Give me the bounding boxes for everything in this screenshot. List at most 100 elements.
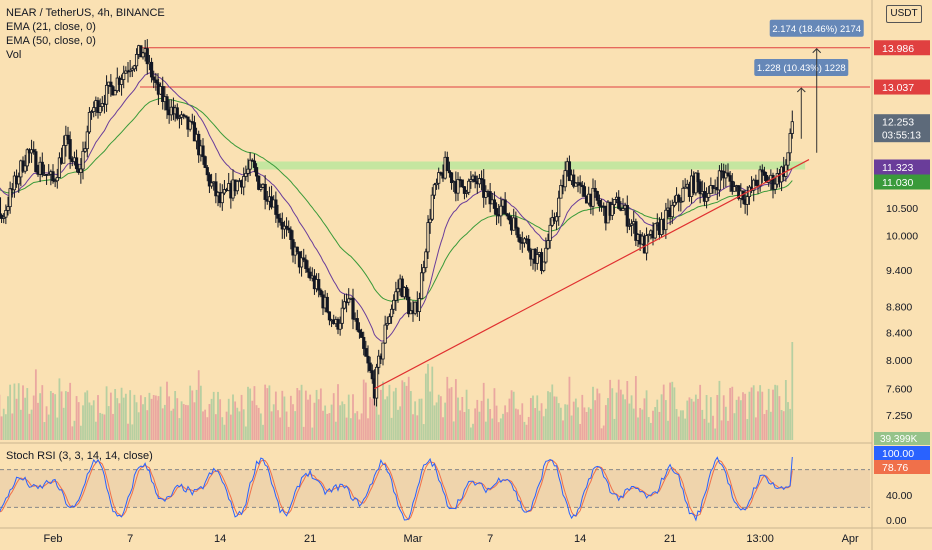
price-tick-label: 8.000 <box>886 355 912 367</box>
candle <box>644 227 649 261</box>
volume-bar <box>358 419 361 440</box>
volume-bar <box>562 420 564 440</box>
candle-body <box>392 299 396 310</box>
volume-bar <box>124 393 127 440</box>
volume-bar <box>300 384 303 440</box>
volume-bar <box>296 388 299 440</box>
candle <box>207 172 212 194</box>
volume-bar <box>454 379 457 440</box>
ema50-legend[interactable]: EMA (50, close, 0) <box>6 35 96 47</box>
candle-body <box>488 191 492 205</box>
currency-button[interactable]: USDT <box>886 5 922 23</box>
candle-body <box>469 179 473 182</box>
stoch-rsi-legend[interactable]: Stoch RSI (3, 3, 14, 14, close) <box>6 450 153 462</box>
candle-body <box>338 322 342 330</box>
volume-bar <box>105 386 108 440</box>
volume-bar <box>356 411 359 440</box>
candle <box>377 349 381 375</box>
volume-bar <box>446 376 449 440</box>
volume-bar <box>9 384 12 440</box>
candle <box>760 164 764 183</box>
ema21-legend[interactable]: EMA (21, close, 0) <box>6 21 96 33</box>
candle-body <box>207 174 212 187</box>
candle-body <box>773 183 777 190</box>
volume-bar <box>604 405 607 440</box>
candle <box>263 175 267 210</box>
candle-body <box>745 196 749 205</box>
candle-body <box>696 172 700 183</box>
volume-bar <box>731 386 734 440</box>
candle <box>17 172 21 193</box>
volume-bar <box>669 382 672 440</box>
volume-bar <box>212 391 215 440</box>
target-arrowhead-1 <box>812 48 822 54</box>
volume-bar <box>176 398 179 440</box>
volume-bar <box>504 405 507 440</box>
volume-bar <box>457 397 459 440</box>
volume-bar <box>392 391 395 440</box>
volume-bar <box>170 410 173 440</box>
volume-bar <box>354 413 357 440</box>
candle <box>344 293 349 313</box>
candle-body <box>34 151 38 173</box>
volume-bar <box>684 418 687 440</box>
candle-body <box>289 229 293 240</box>
candle <box>124 66 128 74</box>
volume-bar <box>28 413 31 440</box>
candle-body <box>161 86 165 103</box>
candle-body <box>104 84 109 105</box>
candle-body <box>464 191 469 194</box>
volume-bar <box>47 414 50 440</box>
volume-bar <box>598 393 601 440</box>
candle-body <box>385 322 389 326</box>
candle-body <box>518 236 522 243</box>
volume-bar <box>791 342 794 440</box>
candle-body <box>235 181 239 192</box>
candle <box>0 197 2 216</box>
candle <box>89 109 94 120</box>
candle-body <box>152 76 156 81</box>
candle <box>539 248 544 275</box>
candle-body <box>188 121 192 130</box>
volume-bar <box>289 395 292 440</box>
candle-body <box>387 316 392 324</box>
volume-bar <box>602 425 605 440</box>
volume-bar <box>626 381 629 440</box>
volume-bar <box>347 394 350 440</box>
volume-bar <box>225 411 228 440</box>
candle <box>342 294 347 310</box>
volume-bar <box>399 406 402 440</box>
candle <box>591 178 595 216</box>
volume-bar <box>727 420 729 440</box>
volume-bar <box>67 391 69 440</box>
volume-bar <box>782 411 785 440</box>
volume-bar <box>497 422 500 440</box>
volume-bar <box>754 417 757 440</box>
candle <box>771 172 775 199</box>
symbol-legend[interactable]: NEAR / TetherUS, 4h, BINANCE <box>6 7 165 19</box>
candle-body <box>698 181 702 195</box>
volume-bar <box>86 390 89 440</box>
candle <box>47 164 51 176</box>
candle-body <box>432 184 437 196</box>
volume-bar <box>709 397 712 440</box>
candle <box>593 180 597 198</box>
volume-bar <box>583 407 586 440</box>
candle-body <box>717 170 722 191</box>
candle-body <box>449 172 454 184</box>
candle-body <box>407 296 411 315</box>
candle <box>53 178 57 188</box>
volume-bar <box>615 392 618 440</box>
volume-legend[interactable]: Vol <box>6 49 22 61</box>
candle <box>74 149 79 173</box>
candle <box>357 322 362 339</box>
candle <box>284 217 289 237</box>
countdown-label: 03:55:13 <box>882 131 921 142</box>
candle-body <box>467 180 471 193</box>
volume-bar <box>679 410 682 440</box>
candle-body <box>681 187 685 202</box>
candle <box>677 193 681 212</box>
candle-body <box>377 355 381 368</box>
